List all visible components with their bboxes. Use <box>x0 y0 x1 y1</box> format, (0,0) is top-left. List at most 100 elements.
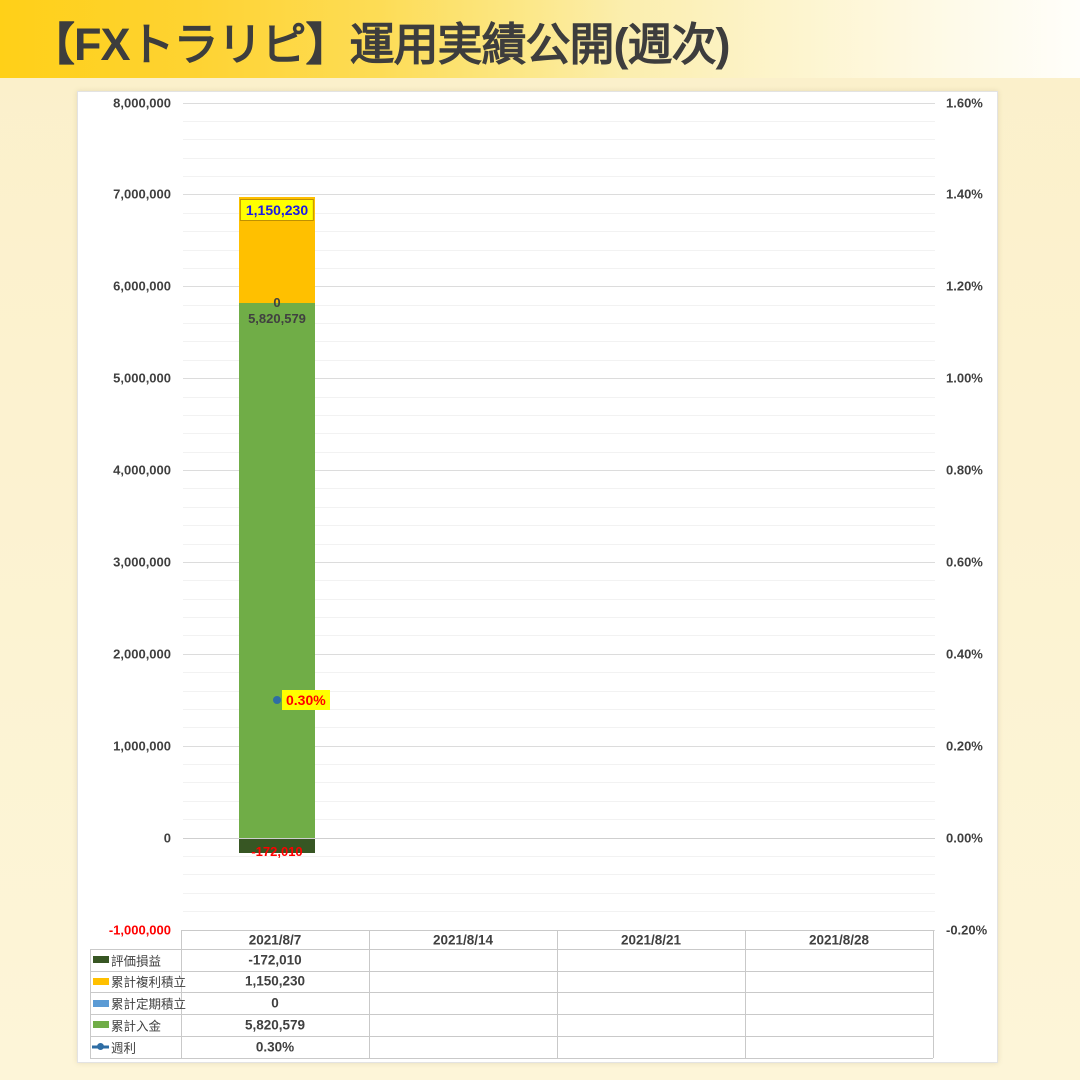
table-row-border <box>90 949 933 950</box>
table-col-border <box>933 930 934 1058</box>
table-col-border <box>369 930 370 1058</box>
major-gridline <box>183 102 935 104</box>
minor-gridline <box>183 708 935 710</box>
legend-key-swatch <box>93 977 109 985</box>
table-row-border <box>90 1057 933 1059</box>
legend-series-name: 累計複利積立 <box>111 975 187 990</box>
right-axis-tick-label: 0.80% <box>946 462 983 478</box>
minor-gridline <box>183 212 935 214</box>
minor-gridline <box>183 635 935 637</box>
minor-gridline <box>183 323 935 325</box>
legend-key-dot <box>97 1043 104 1051</box>
legend-key-swatch <box>93 999 109 1007</box>
minor-gridline <box>183 580 935 582</box>
table-col-border <box>745 930 746 1058</box>
bar-label-3: 5,820,579 <box>248 310 306 326</box>
minor-gridline <box>183 304 935 306</box>
left-axis-tick-label: -1,000,000 <box>108 922 171 937</box>
major-gridline <box>183 561 935 563</box>
major-gridline <box>183 194 935 196</box>
minor-gridline <box>183 267 935 269</box>
category-axis-line <box>183 837 935 839</box>
bar-label-1: 1,150,230 <box>239 199 315 222</box>
table-row-border <box>90 1014 933 1015</box>
left-axis-tick-label: 8,000,000 <box>113 95 171 110</box>
right-axis-tick-label: 1.40% <box>946 186 983 202</box>
minor-gridline <box>183 451 935 453</box>
minor-gridline <box>183 488 935 490</box>
minor-gridline <box>183 433 935 435</box>
legend-key-swatch <box>93 1021 109 1029</box>
table-col-border <box>557 930 558 1058</box>
left-axis-tick-label: 0 <box>163 830 171 846</box>
left-axis-tick-label: 2,000,000 <box>113 646 171 662</box>
line-point-marker <box>273 695 281 704</box>
bar-segment-3 <box>239 302 315 838</box>
legend-series-name: 週利 <box>111 1041 137 1056</box>
minor-gridline <box>183 819 935 821</box>
minor-gridline <box>183 800 935 802</box>
bar-label-2: 0 <box>273 294 281 310</box>
minor-gridline <box>183 855 935 857</box>
left-axis-tick-label: 3,000,000 <box>113 554 171 570</box>
table-row-border <box>90 1035 933 1037</box>
major-gridline <box>183 286 935 288</box>
right-axis-tick-label: 1.00% <box>946 370 983 386</box>
right-axis-tick-label: -0.20% <box>946 922 988 937</box>
minor-gridline <box>183 690 935 692</box>
table-value: 5,820,579 <box>244 1017 306 1033</box>
minor-gridline <box>183 139 935 141</box>
table-value: -172,010 <box>248 952 302 968</box>
point-label-4: 0.30% <box>282 689 330 710</box>
minor-gridline <box>183 341 935 343</box>
major-gridline <box>183 470 935 472</box>
table-date-label: 2021/8/7 <box>248 932 302 947</box>
chart-panel <box>77 91 998 1063</box>
table-col-border <box>90 949 91 1058</box>
minor-gridline <box>183 764 935 766</box>
table-date-label: 2021/8/28 <box>808 932 870 947</box>
table-date-label: 2021/8/21 <box>620 932 682 947</box>
left-axis-tick-label: 7,000,000 <box>113 186 171 202</box>
left-axis-tick-label: 6,000,000 <box>113 278 171 294</box>
table-date-label: 2021/8/14 <box>432 932 494 947</box>
table-row-border <box>90 970 933 972</box>
minor-gridline <box>183 176 935 177</box>
legend-key-swatch <box>93 956 109 964</box>
right-axis-tick-label: 0.60% <box>946 554 983 570</box>
minor-gridline <box>183 598 935 600</box>
left-axis-tick-label: 4,000,000 <box>113 462 171 478</box>
minor-gridline <box>183 525 935 527</box>
table-value: 0.30% <box>255 1039 295 1055</box>
right-axis-tick-label: 0.20% <box>946 738 983 754</box>
minor-gridline <box>183 782 935 784</box>
minor-gridline <box>183 506 935 508</box>
minor-gridline <box>183 911 935 913</box>
minor-gridline <box>183 617 935 619</box>
table-value: 0 <box>271 995 279 1011</box>
table-col-border <box>181 930 182 1058</box>
legend-series-name: 累計入金 <box>111 1019 162 1034</box>
minor-gridline <box>183 727 935 729</box>
right-axis-tick-label: 0.00% <box>946 830 983 846</box>
table-value: 1,150,230 <box>244 973 306 989</box>
right-axis-tick-label: 1.60% <box>946 95 983 110</box>
minor-gridline <box>183 874 935 876</box>
minor-gridline <box>183 672 935 674</box>
bar-label-0: -172,010 <box>251 844 303 860</box>
bar-segment-0 <box>239 837 315 854</box>
minor-gridline <box>183 414 935 416</box>
table-row-border <box>90 992 933 994</box>
left-axis-tick-label: 1,000,000 <box>113 738 171 754</box>
minor-gridline <box>183 249 935 251</box>
page-title: 【FXトラリピ】運用実績公開(週次) <box>30 19 730 70</box>
right-axis-tick-label: 0.40% <box>946 646 983 662</box>
minor-gridline <box>183 359 935 361</box>
minor-gridline <box>183 157 935 159</box>
title-banner: 【FXトラリピ】運用実績公開(週次) <box>0 0 1080 78</box>
major-gridline <box>183 745 935 747</box>
legend-series-name: 累計定期積立 <box>111 997 187 1012</box>
minor-gridline <box>183 543 935 545</box>
minor-gridline <box>183 120 935 122</box>
